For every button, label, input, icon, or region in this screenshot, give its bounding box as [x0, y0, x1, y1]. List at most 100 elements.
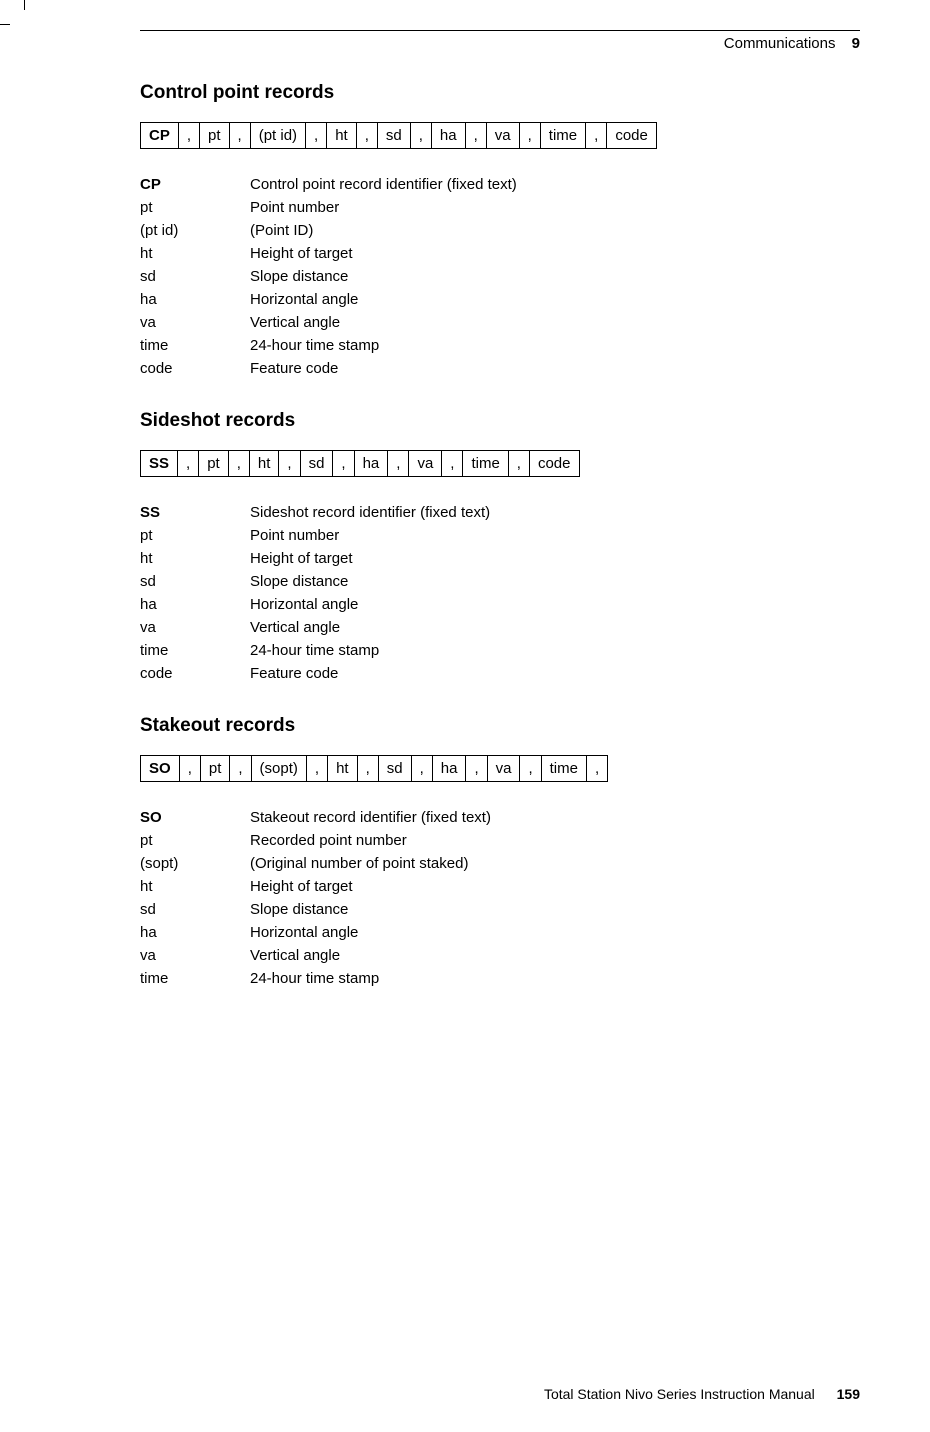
definition-row: SSSideshot record identifier (fixed text… — [140, 501, 490, 524]
page-header: Communications 9 — [140, 35, 860, 52]
record-cell: pt — [199, 451, 229, 477]
definition-value: 24-hour time stamp — [250, 967, 491, 990]
record-cell: va — [487, 756, 520, 782]
definition-value: Vertical angle — [250, 311, 517, 334]
definition-value: 24-hour time stamp — [250, 334, 517, 357]
definition-key: va — [140, 944, 250, 967]
record-cell: (sopt) — [251, 756, 306, 782]
definition-value: Height of target — [250, 242, 517, 265]
section-title: Control point records — [140, 82, 860, 104]
definition-key: va — [140, 616, 250, 639]
definition-row: htHeight of target — [140, 547, 490, 570]
definition-key: time — [140, 334, 250, 357]
definition-value: Slope distance — [250, 265, 517, 288]
definition-row: sdSlope distance — [140, 898, 491, 921]
record-cell: (pt id) — [250, 123, 305, 149]
definition-key: sd — [140, 265, 250, 288]
record-cell: , — [508, 451, 529, 477]
definition-row: vaVertical angle — [140, 616, 490, 639]
definition-value: Slope distance — [250, 570, 490, 593]
record-cell: ha — [354, 451, 388, 477]
record-cell: , — [465, 123, 486, 149]
definition-key: (pt id) — [140, 219, 250, 242]
record-cell: , — [356, 123, 377, 149]
record-cell: time — [463, 451, 508, 477]
definition-value: Sideshot record identifier (fixed text) — [250, 501, 490, 524]
record-cell: code — [607, 123, 657, 149]
definition-row: vaVertical angle — [140, 944, 491, 967]
record-cell: sd — [377, 123, 410, 149]
definition-key: time — [140, 639, 250, 662]
definition-value: Feature code — [250, 357, 517, 380]
record-cell: , — [230, 756, 251, 782]
record-cell: , — [228, 451, 249, 477]
record-cell: time — [541, 756, 586, 782]
definition-key: code — [140, 662, 250, 685]
definition-key: SS — [140, 501, 250, 524]
definition-value: Horizontal angle — [250, 288, 517, 311]
record-cell: , — [411, 756, 432, 782]
record-cell: , — [466, 756, 487, 782]
record-cell: , — [442, 451, 463, 477]
record-cell: , — [306, 756, 327, 782]
definition-value: Horizontal angle — [250, 921, 491, 944]
definition-row: SOStakeout record identifier (fixed text… — [140, 806, 491, 829]
definition-value: Height of target — [250, 547, 490, 570]
record-cell: , — [179, 756, 200, 782]
record-cell: CP — [141, 123, 179, 149]
record-cell: ha — [431, 123, 465, 149]
definition-value: Height of target — [250, 875, 491, 898]
definition-value: Vertical angle — [250, 616, 490, 639]
section-title: Sideshot records — [140, 410, 860, 432]
record-format-table: SS,pt,ht,sd,ha,va,time,code — [140, 450, 580, 477]
record-section: Control point recordsCP,pt,(pt id),ht,sd… — [140, 82, 860, 380]
definition-row: (sopt)(Original number of point staked) — [140, 852, 491, 875]
page-number: 159 — [837, 1386, 860, 1402]
record-cell: ha — [432, 756, 466, 782]
definition-table: SSSideshot record identifier (fixed text… — [140, 501, 490, 685]
definition-key: ht — [140, 547, 250, 570]
definition-row: htHeight of target — [140, 875, 491, 898]
definition-key: SO — [140, 806, 250, 829]
crop-mark — [0, 24, 10, 25]
definition-value: Point number — [250, 196, 517, 219]
definition-key: ha — [140, 593, 250, 616]
record-cell: , — [586, 123, 607, 149]
record-cell: va — [486, 123, 519, 149]
record-cell: , — [178, 451, 199, 477]
definition-row: ptRecorded point number — [140, 829, 491, 852]
record-cell: , — [586, 756, 607, 782]
section-title: Stakeout records — [140, 715, 860, 737]
record-cell: , — [388, 451, 409, 477]
record-cell: pt — [200, 123, 230, 149]
page: Communications 9 Control point records CP… — [0, 0, 930, 1432]
definition-key: pt — [140, 524, 250, 547]
record-cell: , — [279, 451, 300, 477]
definition-value: Horizontal angle — [250, 593, 490, 616]
record-cell: , — [357, 756, 378, 782]
definition-row: codeFeature code — [140, 357, 517, 380]
definition-value: (Point ID) — [250, 219, 517, 242]
definition-value: Stakeout record identifier (fixed text) — [250, 806, 491, 829]
record-format-table: SO,pt,(sopt),ht,sd,ha,va,time, — [140, 755, 608, 782]
definition-key: pt — [140, 196, 250, 219]
definition-row: haHorizontal angle — [140, 921, 491, 944]
definition-key: code — [140, 357, 250, 380]
definition-row: time24-hour time stamp — [140, 967, 491, 990]
crop-mark — [24, 0, 25, 10]
definition-row: sdSlope distance — [140, 570, 490, 593]
definition-key: va — [140, 311, 250, 334]
definition-table: CPControl point record identifier (fixed… — [140, 173, 517, 380]
header-rule — [140, 30, 860, 31]
definition-value: Slope distance — [250, 898, 491, 921]
record-cell: ht — [249, 451, 279, 477]
definition-key: ht — [140, 875, 250, 898]
record-cell: , — [306, 123, 327, 149]
definition-row: codeFeature code — [140, 662, 490, 685]
record-cell: va — [409, 451, 442, 477]
definition-value: 24-hour time stamp — [250, 639, 490, 662]
definition-row: haHorizontal angle — [140, 288, 517, 311]
definition-value: Control point record identifier (fixed t… — [250, 173, 517, 196]
definition-key: ha — [140, 921, 250, 944]
record-cell: sd — [300, 451, 333, 477]
